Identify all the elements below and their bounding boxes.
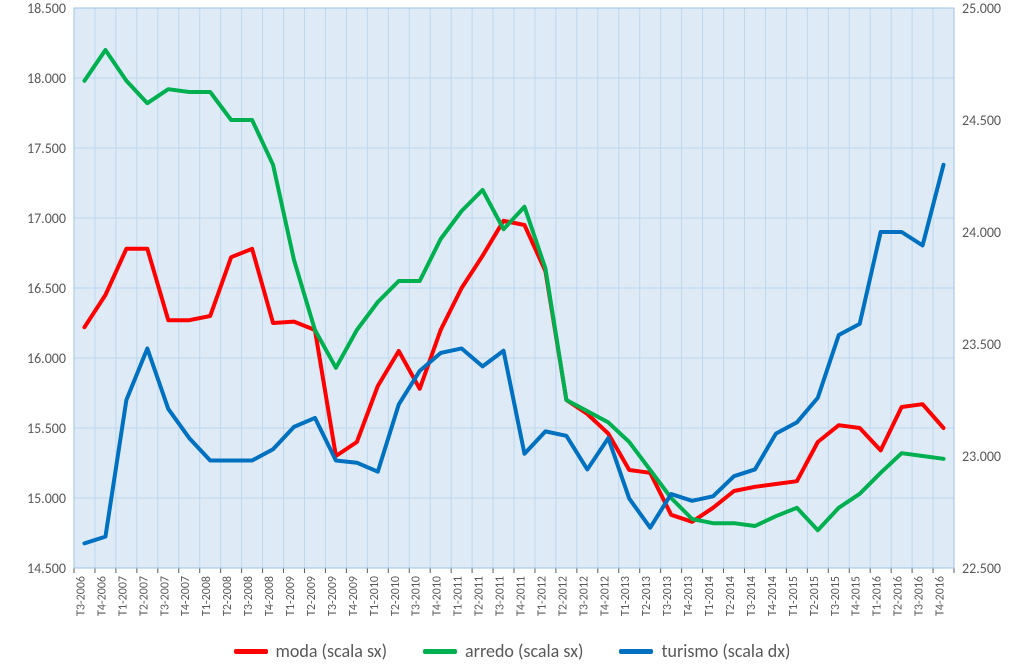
legend-item-moda: moda (scala sx)	[234, 640, 388, 662]
svg-text:T1-2009: T1-2009	[284, 576, 298, 616]
svg-text:25.000: 25.000	[962, 0, 1001, 17]
svg-text:T2-2014: T2-2014	[724, 576, 738, 616]
svg-text:T1-2016: T1-2016	[871, 576, 885, 616]
svg-text:T1-2010: T1-2010	[368, 576, 382, 616]
legend-item-arredo: arredo (scala sx)	[423, 640, 583, 662]
svg-text:T4-2009: T4-2009	[347, 576, 361, 616]
svg-text:T4-2012: T4-2012	[598, 576, 612, 616]
legend: moda (scala sx) arredo (scala sx) turism…	[0, 640, 1024, 662]
svg-text:T1-2007: T1-2007	[116, 576, 130, 616]
svg-text:T4-2008: T4-2008	[263, 576, 277, 616]
legend-swatch	[619, 649, 653, 654]
svg-text:T3-2009: T3-2009	[326, 576, 340, 616]
legend-swatch	[423, 649, 457, 654]
svg-text:T1-2012: T1-2012	[535, 576, 549, 616]
svg-text:T3-2014: T3-2014	[745, 576, 759, 616]
svg-text:23.000: 23.000	[962, 448, 1001, 465]
svg-text:T4-2011: T4-2011	[514, 576, 528, 616]
svg-text:T1-2011: T1-2011	[452, 576, 466, 616]
svg-text:T4-2015: T4-2015	[850, 576, 864, 616]
svg-text:T2-2011: T2-2011	[473, 576, 487, 616]
svg-text:18.500: 18.500	[27, 0, 66, 17]
svg-text:T1-2008: T1-2008	[200, 576, 214, 616]
svg-text:16.500: 16.500	[27, 280, 66, 297]
svg-text:22.500: 22.500	[962, 560, 1001, 577]
svg-text:T2-2010: T2-2010	[389, 576, 403, 616]
svg-text:18.000: 18.000	[27, 70, 66, 87]
svg-text:T3-2008: T3-2008	[242, 576, 256, 616]
svg-text:T3-2011: T3-2011	[494, 576, 508, 616]
svg-text:T2-2009: T2-2009	[305, 576, 319, 616]
svg-text:16.000: 16.000	[27, 350, 66, 367]
legend-swatch	[234, 649, 268, 654]
svg-text:T2-2012: T2-2012	[556, 576, 570, 616]
legend-label: moda (scala sx)	[276, 640, 388, 662]
svg-text:T3-2015: T3-2015	[829, 576, 843, 616]
svg-text:24.000: 24.000	[962, 224, 1001, 241]
svg-text:T3-2006: T3-2006	[74, 576, 88, 616]
svg-text:T4-2007: T4-2007	[179, 576, 193, 616]
svg-text:T4-2014: T4-2014	[766, 576, 780, 616]
legend-label: arredo (scala sx)	[465, 640, 583, 662]
svg-text:T4-2016: T4-2016	[934, 576, 948, 616]
svg-text:14.500: 14.500	[27, 560, 66, 577]
svg-text:T2-2013: T2-2013	[640, 576, 654, 616]
svg-text:T2-2008: T2-2008	[221, 576, 235, 616]
svg-text:T3-2007: T3-2007	[158, 576, 172, 616]
svg-text:17.000: 17.000	[27, 210, 66, 227]
svg-text:T1-2014: T1-2014	[703, 576, 717, 616]
svg-text:T3-2012: T3-2012	[577, 576, 591, 616]
svg-text:T4-2006: T4-2006	[95, 576, 109, 616]
svg-text:T1-2015: T1-2015	[787, 576, 801, 616]
legend-label: turismo (scala dx)	[661, 640, 790, 662]
svg-text:T4-2013: T4-2013	[682, 576, 696, 616]
svg-text:T1-2013: T1-2013	[619, 576, 633, 616]
legend-item-turismo: turismo (scala dx)	[619, 640, 790, 662]
svg-text:17.500: 17.500	[27, 140, 66, 157]
line-chart: 14.500 15.000 15.500 16.000 16.500 17.000 17.5…	[0, 0, 1024, 668]
svg-text:24.500: 24.500	[962, 112, 1001, 129]
svg-text:15.500: 15.500	[27, 420, 66, 437]
svg-text:23.500: 23.500	[962, 336, 1001, 353]
svg-text:T2-2007: T2-2007	[137, 576, 151, 616]
svg-text:T2-2015: T2-2015	[808, 576, 822, 616]
svg-text:T3-2013: T3-2013	[661, 576, 675, 616]
svg-text:15.000: 15.000	[27, 490, 66, 507]
svg-text:T3-2010: T3-2010	[410, 576, 424, 616]
svg-text:T3-2016: T3-2016	[913, 576, 927, 616]
svg-text:T4-2010: T4-2010	[431, 576, 445, 616]
svg-text:T2-2016: T2-2016	[892, 576, 906, 616]
